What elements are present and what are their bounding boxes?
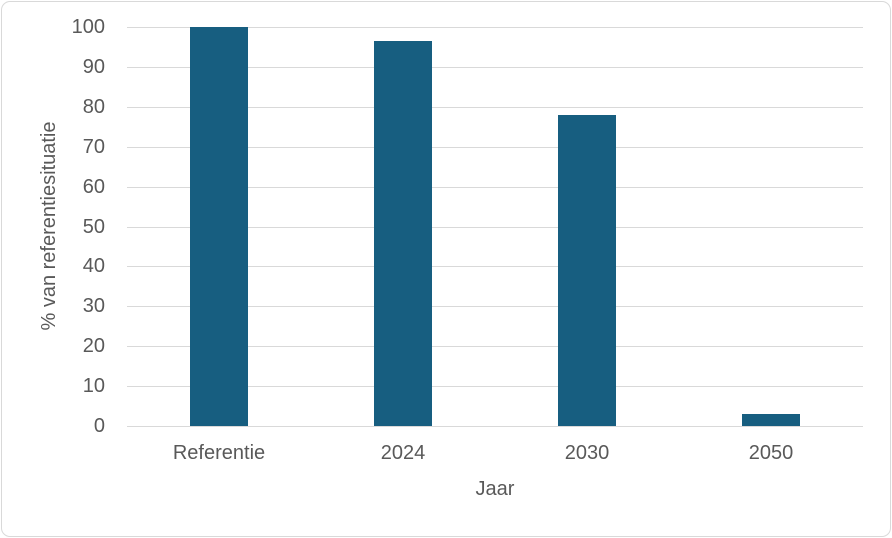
gridline [127,27,863,28]
y-tick-label: 10 [82,375,105,397]
gridline [127,107,863,108]
gridline [127,147,863,148]
gridline [127,306,863,307]
gridline [127,227,863,228]
x-tick-label: 2050 [748,442,794,464]
bar-2030 [558,115,616,426]
bar-2050 [742,414,800,426]
y-tick-label: 0 [93,415,105,437]
bar-referentie [190,27,248,426]
gridline [127,346,863,347]
y-tick-label: 30 [82,295,105,317]
plot-area [127,27,863,427]
y-tick-label: 70 [82,136,105,158]
y-tick-label: 60 [82,176,105,198]
gridline [127,386,863,387]
y-tick-label: 90 [82,56,105,78]
y-tick-label: 50 [82,216,105,238]
x-axis-title: Jaar [475,478,515,500]
y-tick-label: 20 [82,335,105,357]
x-tick-label: Referentie [172,442,266,464]
gridline [127,266,863,267]
x-tick-label: 2024 [380,442,426,464]
gridline [127,67,863,68]
x-tick-label: 2030 [564,442,610,464]
y-tick-label: 40 [82,255,105,277]
bar-2024 [374,41,432,426]
gridline [127,187,863,188]
x-axis-line [127,426,863,427]
y-tick-label: 80 [82,96,105,118]
y-tick-label: 100 [71,16,105,38]
